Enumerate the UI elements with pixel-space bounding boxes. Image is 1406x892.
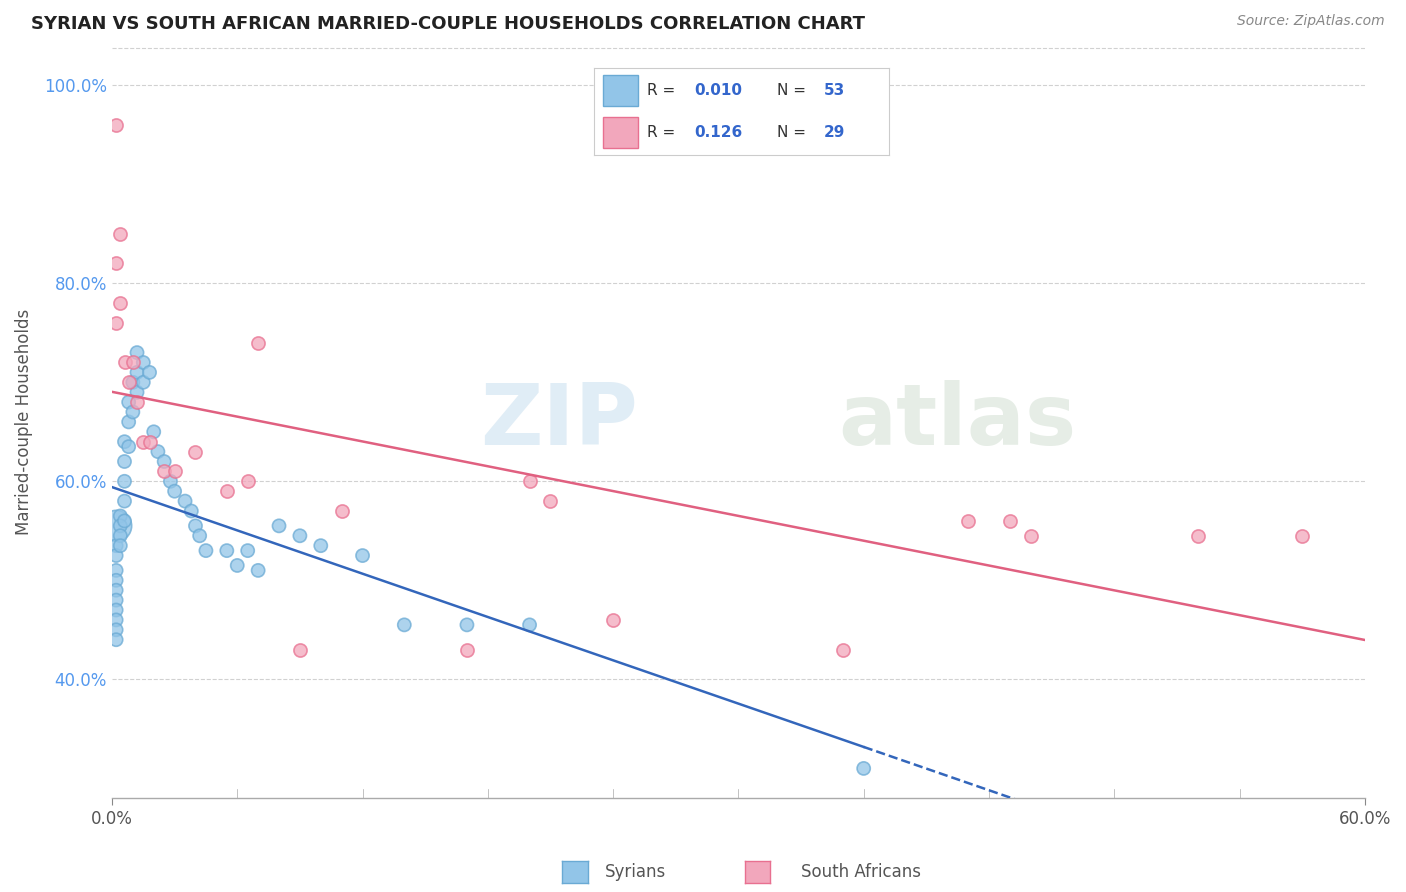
Point xyxy=(352,549,374,563)
Point xyxy=(105,563,128,577)
Point xyxy=(180,504,202,518)
Point xyxy=(957,514,980,528)
Point xyxy=(114,355,136,369)
Point xyxy=(105,316,128,330)
Point xyxy=(602,613,624,627)
Point xyxy=(125,385,148,400)
Point xyxy=(118,376,141,390)
Text: South Africans: South Africans xyxy=(801,863,921,881)
Point xyxy=(247,335,270,350)
Point xyxy=(114,494,136,508)
Point xyxy=(1291,529,1313,543)
Point xyxy=(125,345,148,359)
Point xyxy=(114,514,136,528)
Point xyxy=(163,484,186,499)
Point xyxy=(998,514,1021,528)
Point xyxy=(288,642,311,657)
Point xyxy=(105,519,128,533)
Point xyxy=(110,227,132,241)
Point xyxy=(105,549,128,563)
Point xyxy=(105,574,128,588)
Point xyxy=(456,642,478,657)
Point xyxy=(519,618,541,632)
Point xyxy=(105,603,128,617)
Point xyxy=(118,415,141,429)
Point xyxy=(138,365,160,379)
Point xyxy=(114,454,136,468)
Point xyxy=(132,355,155,369)
Point xyxy=(184,444,207,458)
Point xyxy=(105,632,128,647)
Point xyxy=(456,618,478,632)
Point xyxy=(394,618,416,632)
Point xyxy=(309,539,332,553)
Point xyxy=(153,454,176,468)
Point xyxy=(105,623,128,637)
Point xyxy=(118,395,141,409)
Point xyxy=(105,613,128,627)
Text: SYRIAN VS SOUTH AFRICAN MARRIED-COUPLE HOUSEHOLDS CORRELATION CHART: SYRIAN VS SOUTH AFRICAN MARRIED-COUPLE H… xyxy=(31,15,865,33)
Point xyxy=(132,434,155,449)
Point xyxy=(105,539,128,553)
Point xyxy=(174,494,197,508)
Text: atlas: atlas xyxy=(838,380,1077,464)
Point xyxy=(330,504,353,518)
Text: Syrians: Syrians xyxy=(605,863,666,881)
Point xyxy=(194,543,217,558)
Point xyxy=(142,425,165,439)
Text: ZIP: ZIP xyxy=(481,380,638,464)
Point xyxy=(121,376,143,390)
Point xyxy=(159,475,181,489)
Point xyxy=(1187,529,1209,543)
Point xyxy=(852,761,875,775)
Point xyxy=(519,475,541,489)
Point xyxy=(247,563,270,577)
Point xyxy=(184,519,207,533)
Point xyxy=(110,508,132,523)
Point xyxy=(132,376,155,390)
Point xyxy=(105,593,128,607)
Text: Source: ZipAtlas.com: Source: ZipAtlas.com xyxy=(1237,14,1385,28)
Point xyxy=(188,529,211,543)
Point xyxy=(236,543,259,558)
Point xyxy=(114,434,136,449)
Point xyxy=(105,583,128,598)
Point xyxy=(226,558,249,573)
Point xyxy=(267,519,290,533)
Point xyxy=(125,395,148,409)
Point xyxy=(236,475,259,489)
Point xyxy=(146,444,169,458)
Y-axis label: Married-couple Households: Married-couple Households xyxy=(15,309,32,535)
Point xyxy=(121,355,143,369)
Point xyxy=(215,484,238,499)
Point xyxy=(288,529,311,543)
Point xyxy=(540,494,562,508)
Point xyxy=(831,642,853,657)
Point xyxy=(163,464,186,478)
Point xyxy=(110,539,132,553)
Point xyxy=(114,475,136,489)
Point xyxy=(110,296,132,310)
Point xyxy=(125,365,148,379)
Point xyxy=(1019,529,1042,543)
Point xyxy=(215,543,238,558)
Point xyxy=(121,405,143,419)
Point xyxy=(153,464,176,478)
Point xyxy=(138,434,160,449)
Point xyxy=(105,118,128,132)
Point xyxy=(105,256,128,270)
Point xyxy=(118,440,141,454)
Point xyxy=(110,519,132,533)
Point xyxy=(110,529,132,543)
